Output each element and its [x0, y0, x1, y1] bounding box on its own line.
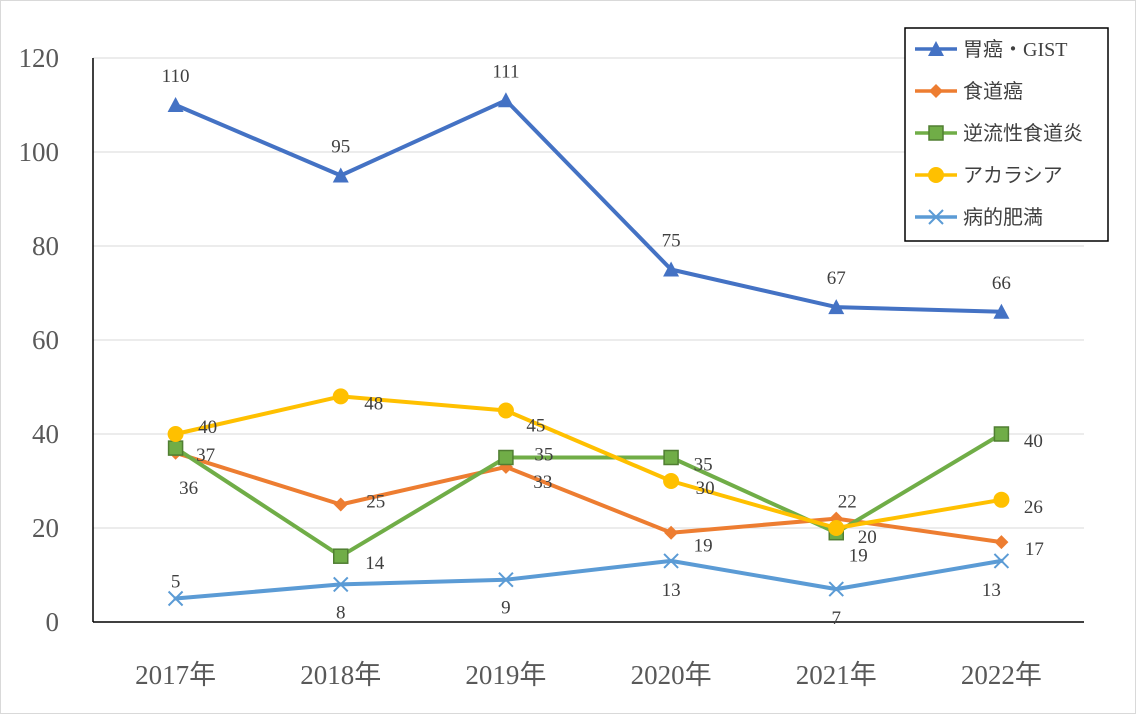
marker-diamond [664, 525, 679, 540]
x-tick-label: 2022年 [961, 660, 1042, 690]
y-tick-label: 40 [32, 419, 59, 449]
data-label: 26 [1024, 497, 1043, 518]
series-line [173, 558, 1004, 601]
x-tick-label: 2019年 [465, 660, 546, 690]
data-label: 37 [196, 445, 215, 466]
series-line [173, 98, 1004, 314]
legend-item: アカラシア [915, 165, 1063, 187]
data-label: 30 [696, 478, 715, 499]
marker-square [167, 440, 184, 456]
data-label: 13 [662, 580, 681, 601]
y-tick-label: 20 [32, 513, 59, 543]
data-label: 13 [982, 580, 1001, 601]
legend-item: 逆流性食道炎 [915, 122, 1083, 145]
data-label: 33 [533, 472, 552, 493]
marker-triangle [497, 92, 514, 108]
series-lines [167, 92, 1010, 607]
y-tick-label: 60 [32, 325, 59, 355]
x-tick-label: 2018年 [300, 660, 381, 690]
data-label: 95 [331, 137, 350, 158]
marker-x [167, 590, 184, 607]
marker-circle [993, 491, 1010, 508]
legend-item: 病的肥満 [915, 206, 1043, 229]
y-axis: 0 20 40 60 80 100 120 [19, 43, 94, 637]
marker-circle [332, 388, 349, 405]
series-line [173, 432, 1004, 559]
data-label: 17 [1025, 539, 1044, 560]
data-label: 36 [179, 478, 198, 499]
data-label: 25 [366, 492, 385, 513]
marker-square [993, 426, 1010, 442]
data-label: 5 [171, 572, 181, 593]
legend-label: アカラシア [963, 165, 1063, 187]
marker-triangle [167, 97, 184, 112]
y-tick-label: 0 [46, 607, 60, 637]
data-label: 40 [1024, 431, 1043, 452]
data-label: 48 [364, 393, 383, 414]
legend-item: 胃癌・GIST [915, 38, 1067, 61]
data-label: 14 [365, 553, 385, 574]
marker-x [993, 553, 1010, 569]
marker-triangle [993, 303, 1010, 319]
marker-circle [928, 167, 944, 183]
data-label: 110 [162, 66, 190, 87]
marker-square [498, 449, 514, 466]
marker-x [333, 576, 349, 593]
data-label: 19 [849, 546, 868, 567]
marker-square [928, 125, 944, 141]
data-label: 20 [858, 527, 877, 548]
data-label: 9 [501, 598, 511, 619]
legend-label: 食道癌 [963, 80, 1023, 103]
data-label: 75 [662, 231, 681, 252]
x-axis: 2017年 2018年 2019年 2020年 2021年 2022年 [93, 621, 1084, 690]
legend-label: 逆流性食道炎 [963, 122, 1083, 145]
marker-circle [828, 520, 845, 536]
y-tick-label: 80 [32, 231, 59, 261]
y-tick-label: 120 [19, 43, 60, 73]
marker-triangle [928, 41, 944, 56]
marker-x [498, 571, 514, 588]
marker-circle [167, 426, 184, 442]
x-tick-label: 2017年 [135, 660, 216, 690]
data-label: 35 [534, 445, 553, 466]
marker-triangle [663, 261, 680, 277]
legend-label: 病的肥満 [963, 206, 1043, 229]
x-tick-label: 2020年 [631, 660, 712, 690]
data-label: 111 [492, 61, 519, 82]
data-label: 19 [694, 536, 713, 557]
data-label: 40 [198, 417, 217, 438]
marker-x [928, 209, 944, 225]
data-label: 66 [992, 273, 1011, 294]
data-label: 67 [827, 268, 846, 289]
marker-diamond [994, 535, 1009, 550]
series-line [173, 394, 1004, 530]
marker-x [828, 581, 844, 597]
legend-item: 食道癌 [915, 80, 1023, 103]
marker-diamond [333, 497, 348, 512]
marker-diamond [929, 84, 943, 98]
x-tick-label: 2021年 [796, 660, 877, 690]
marker-triangle [828, 299, 845, 315]
gridlines [93, 57, 1084, 529]
marker-circle [497, 402, 514, 419]
marker-x [663, 553, 679, 569]
y-tick-label: 100 [19, 137, 60, 167]
data-label: 22 [838, 492, 857, 513]
data-label: 35 [694, 455, 713, 476]
marker-triangle [332, 167, 349, 183]
data-label: 8 [336, 602, 346, 623]
data-label: 45 [526, 416, 545, 437]
marker-square [663, 449, 679, 466]
data-label: 7 [832, 608, 842, 629]
marker-square [333, 548, 349, 564]
legend-label: 胃癌・GIST [963, 38, 1067, 61]
marker-circle [663, 473, 680, 489]
legend-box [904, 27, 1109, 242]
